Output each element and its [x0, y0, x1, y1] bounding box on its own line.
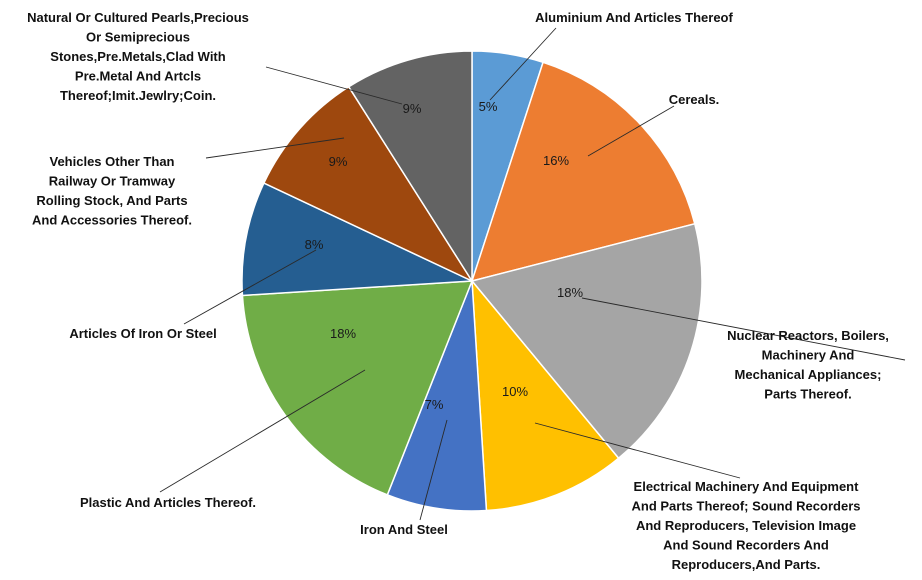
- leader-lines-layer: [159, 27, 906, 521]
- slice-category-label: Articles Of Iron Or SteelArticles Of Iro…: [69, 326, 216, 341]
- slice-percent-label: 16%: [543, 153, 569, 168]
- slice-category-label: Vehicles Other Than Railway Or Tramway R…: [32, 154, 192, 228]
- pie-slice: [347, 50, 473, 284]
- slice-percent-label: 18%: [557, 285, 583, 300]
- slice-category-label: Iron And SteelIron And Steel: [360, 522, 448, 537]
- slice-percent-label: 8%: [305, 237, 324, 252]
- slice-percent-label: 5%: [479, 99, 498, 114]
- leader-line: [587, 105, 675, 157]
- percent-labels-layer: 5% 16% 18% 10% 7% 18% 8% 9% 9%: [305, 99, 584, 412]
- slice-category-label: Plastic And Articles Thereof.Plastic And…: [80, 495, 256, 510]
- slice-percent-label: 7%: [425, 397, 444, 412]
- slice-percent-label: 9%: [329, 154, 348, 169]
- slice-category-label: Cereals.Cereals.: [669, 92, 720, 107]
- pie-slice: [262, 85, 475, 283]
- pie-slice: [241, 280, 474, 496]
- slice-percent-label: 10%: [502, 384, 528, 399]
- slices-layer: [241, 50, 703, 512]
- slice-category-label: Natural Or Cultured Pearls,Precious Or S…: [27, 10, 249, 103]
- slice-category-label: Electrical Machinery And Equipment And P…: [632, 479, 861, 572]
- slice-percent-label: 9%: [403, 101, 422, 116]
- leader-line: [581, 297, 906, 361]
- leader-line: [205, 137, 345, 159]
- pie-slice: [386, 280, 488, 512]
- leader-line: [159, 369, 366, 493]
- slice-category-label: Aluminium And Articles ThereofAluminium …: [535, 10, 733, 25]
- category-labels-layer: Aluminium And Articles ThereofAluminium …: [27, 10, 889, 572]
- leader-line: [534, 422, 741, 479]
- leader-line: [419, 419, 448, 521]
- leader-line: [265, 66, 403, 105]
- slice-category-label: Nuclear Reactors, Boilers, Machinery And…: [727, 328, 889, 402]
- pie-slice: [471, 278, 620, 512]
- leader-line: [183, 249, 317, 325]
- pie-slice: [470, 222, 703, 460]
- slice-percent-label: 18%: [330, 326, 356, 341]
- leader-line: [489, 27, 557, 101]
- pie-slice: [470, 61, 696, 283]
